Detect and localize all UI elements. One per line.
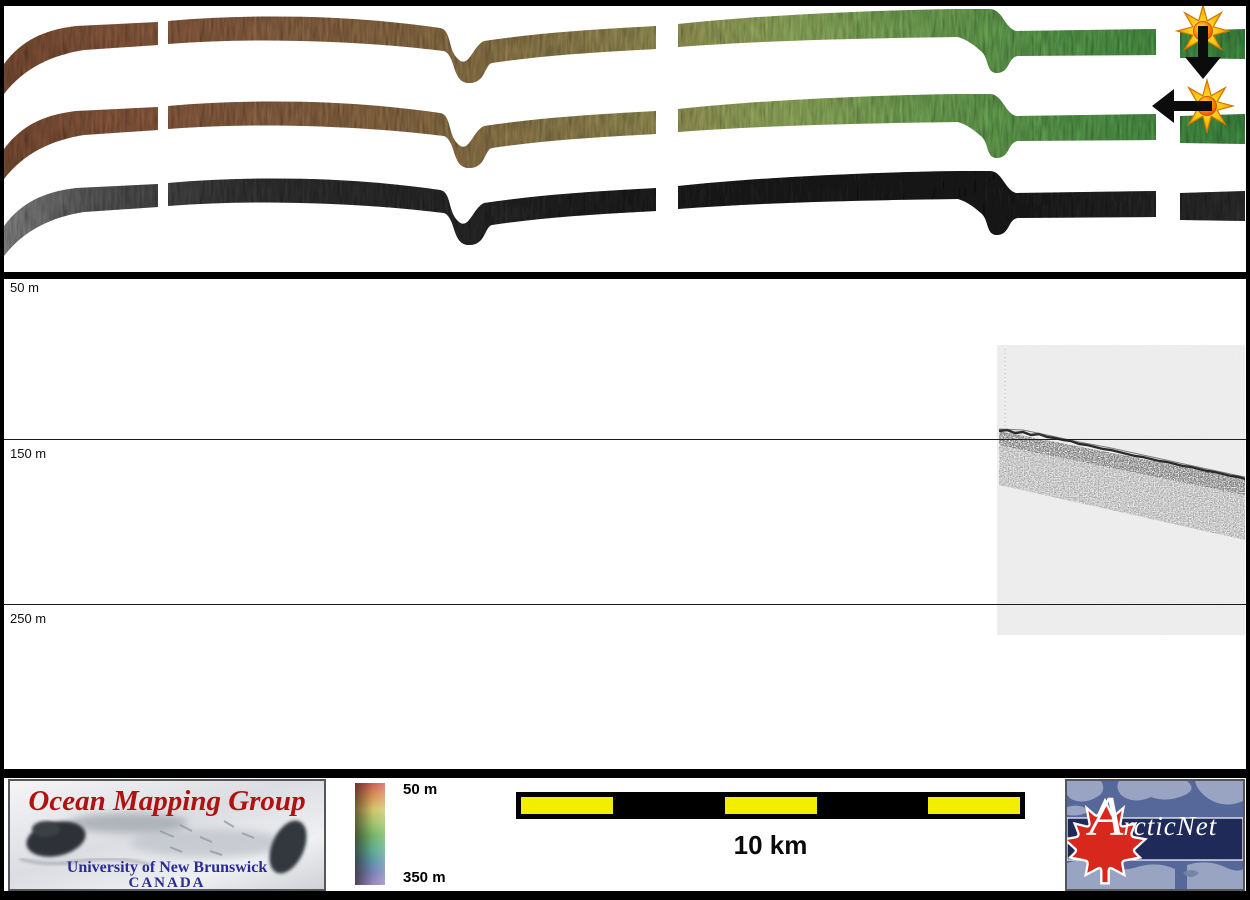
depth-colorbar — [355, 783, 385, 885]
map-scale-bar — [516, 792, 1025, 819]
omg-logo-country: CANADA — [128, 875, 206, 891]
omg-logo-title: Ocean Mapping Group — [28, 785, 306, 817]
arcticnet-logo-map — [1067, 781, 1243, 889]
arcticnet-initial: A — [1089, 786, 1124, 848]
arcticnet-logo-text: ArcticNet — [1089, 786, 1243, 848]
bathymetry-swath-2 — [4, 94, 1245, 179]
frame-right — [1246, 0, 1250, 900]
frame-left — [0, 0, 4, 900]
arcticnet-logo: ArcticNet — [1065, 779, 1245, 891]
gridline-150m — [4, 439, 1246, 440]
seafloor-reflector — [998, 428, 1245, 481]
omg-logo-background — [10, 781, 324, 889]
subbottom-profile-image — [997, 345, 1245, 635]
omg-logo-subtitle: University of New Brunswick — [66, 859, 268, 876]
arcticnet-rest: rcticNet — [1123, 811, 1218, 841]
colorbar-top-label: 50 m — [403, 781, 438, 798]
scale-bar-segment — [928, 797, 1020, 814]
frame-bottom — [0, 891, 1250, 900]
gridline-250m — [4, 604, 1246, 605]
sonar-target-silhouettes — [19, 820, 307, 874]
frame-top — [0, 0, 1250, 6]
depth-label-250m: 250 m — [10, 611, 47, 626]
backscatter-swath — [4, 171, 1245, 256]
depth-label-50m: 50 m — [10, 280, 39, 295]
bathymetry-swath-1 — [4, 9, 1245, 94]
depth-label-150m: 150 m — [10, 446, 47, 461]
separator-profile-footer — [0, 769, 1250, 778]
scale-bar-segment — [521, 797, 613, 814]
swath-map-panel — [0, 4, 1250, 272]
arrow-left-icon — [1152, 89, 1212, 123]
scale-bar-label: 10 km — [733, 830, 808, 860]
separator-map-profile — [0, 272, 1250, 279]
arrow-down-icon — [1185, 26, 1221, 79]
colorbar-bottom-label: 350 m — [403, 869, 446, 886]
scale-bar-segment — [725, 797, 817, 814]
maple-leaf-icon — [1067, 797, 1149, 885]
omg-logo: Ocean Mapping Group University of New Br… — [8, 779, 326, 891]
subbottom-scatter — [999, 431, 1245, 540]
